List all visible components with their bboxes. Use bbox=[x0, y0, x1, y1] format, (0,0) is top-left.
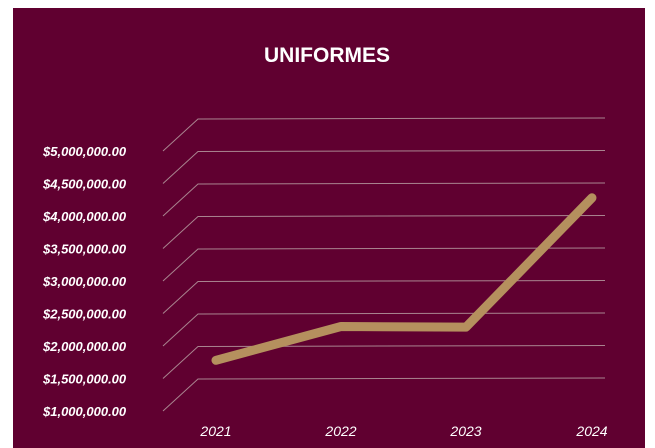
gridlines bbox=[162, 117, 606, 412]
y-tick-label: $2,500,000.00 bbox=[42, 307, 127, 322]
gridline bbox=[162, 312, 606, 347]
gridline bbox=[162, 182, 606, 217]
y-axis-tick-labels: $1,000,000.00 $1,500,000.00 $2,000,000.00 $… bbox=[42, 144, 127, 419]
y-tick-label: $1,000,000.00 bbox=[42, 404, 127, 419]
gridline bbox=[162, 247, 606, 282]
series-line bbox=[211, 193, 597, 365]
chart-panel: UNIFORMES $1,000,000.00 $1,500,000.00 $2,0… bbox=[13, 8, 645, 448]
gridline bbox=[162, 345, 606, 379]
x-tick-label: 2023 bbox=[449, 423, 481, 439]
chart-title: UNIFORMES bbox=[264, 44, 390, 67]
y-tick-label: $3,500,000.00 bbox=[42, 242, 127, 257]
y-tick-label: $3,000,000.00 bbox=[42, 274, 127, 289]
y-tick-label: $2,000,000.00 bbox=[42, 339, 127, 354]
y-tick-label: $1,500,000.00 bbox=[42, 372, 127, 387]
gridline bbox=[162, 215, 606, 249]
y-tick-label: $5,000,000.00 bbox=[42, 144, 127, 159]
gridline bbox=[162, 150, 606, 184]
x-axis-tick-labels: 2021 2022 2023 2024 bbox=[199, 423, 607, 439]
line-chart: UNIFORMES $1,000,000.00 $1,500,000.00 $2,0… bbox=[13, 8, 645, 448]
x-tick-label: 2024 bbox=[575, 423, 607, 439]
x-tick-label: 2022 bbox=[324, 423, 356, 439]
gridline bbox=[162, 117, 606, 152]
gridline bbox=[162, 377, 606, 412]
series-group bbox=[211, 193, 597, 365]
y-tick-label: $4,500,000.00 bbox=[42, 177, 127, 192]
gridline bbox=[162, 280, 606, 314]
x-tick-label: 2021 bbox=[199, 423, 231, 439]
y-tick-label: $4,000,000.00 bbox=[42, 209, 127, 224]
chart-background bbox=[13, 8, 645, 448]
